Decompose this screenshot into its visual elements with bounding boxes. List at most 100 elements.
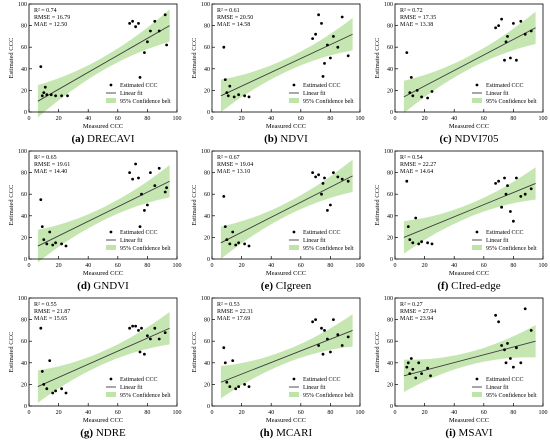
data-point xyxy=(54,389,57,393)
data-point xyxy=(45,242,49,246)
panel-caption-letter: (i) xyxy=(445,427,456,439)
stat-text: MAE = 17.69 xyxy=(217,316,250,322)
panel-caption: (a) DRECAVI xyxy=(71,133,134,145)
data-point xyxy=(409,357,413,360)
data-point xyxy=(497,320,500,324)
x-tick-label: 80 xyxy=(327,410,333,416)
x-tick-label: 80 xyxy=(510,410,516,416)
x-tick-label: 80 xyxy=(144,116,150,122)
legend-points-label: Estimated CCC xyxy=(120,83,157,89)
stat-text: RMSE = 16.79 xyxy=(34,15,70,21)
legend-line-label: Linear fit xyxy=(303,384,326,391)
x-tick-label: 40 xyxy=(268,410,274,416)
data-point xyxy=(409,76,413,79)
panel-caption: (c) NDVI705 xyxy=(440,133,499,145)
data-point xyxy=(40,225,44,229)
legend-line-label: Linear fit xyxy=(486,237,509,244)
data-point xyxy=(320,192,323,196)
data-point xyxy=(153,326,157,330)
stat-text: RMSE = 19.04 xyxy=(217,162,253,168)
legend-belt-symbol xyxy=(471,98,482,103)
data-point xyxy=(243,383,247,386)
data-point xyxy=(40,370,44,373)
data-point xyxy=(509,56,512,60)
panel-caption: (h) MCARI xyxy=(260,427,313,439)
legend-belt-symbol xyxy=(288,392,299,397)
data-point xyxy=(512,22,515,25)
data-point xyxy=(39,198,43,202)
data-point xyxy=(336,333,340,337)
data-point xyxy=(314,32,317,36)
panel-caption-name: DRECAVI xyxy=(84,133,135,145)
data-point xyxy=(497,179,500,183)
legend-belt-label: 95% Confidence belt xyxy=(120,392,171,399)
data-point xyxy=(329,350,332,354)
data-point xyxy=(64,244,68,248)
data-point xyxy=(231,230,235,234)
data-point xyxy=(228,84,232,88)
y-tick-label: 60 xyxy=(204,45,210,51)
data-point xyxy=(430,242,434,246)
data-point xyxy=(503,58,506,62)
data-point xyxy=(226,94,230,98)
data-point xyxy=(243,242,247,246)
data-point xyxy=(420,240,423,244)
data-point xyxy=(494,313,497,317)
chart-panel-msavi: 0 20 40 60 80 100 0 20 40 60 80 100 Measured CCC Esti… xyxy=(374,296,548,439)
data-point xyxy=(515,346,518,350)
data-point xyxy=(54,241,57,245)
data-point xyxy=(420,372,423,375)
data-point xyxy=(223,225,227,229)
y-tick-label: 20 xyxy=(387,382,393,388)
legend-point-symbol xyxy=(109,377,113,381)
x-axis-label: Measured CCC xyxy=(83,270,123,277)
legend-belt-symbol xyxy=(471,245,482,250)
data-point xyxy=(329,56,332,60)
panel-caption: (f) CIred-edge xyxy=(437,280,500,292)
data-point xyxy=(340,15,344,19)
legend-line-label: Linear fit xyxy=(303,90,326,97)
y-tick-label: 0 xyxy=(390,257,393,263)
data-point xyxy=(430,90,434,93)
data-point xyxy=(45,387,49,391)
data-point xyxy=(149,337,152,341)
stat-text: RMSE = 27.94 xyxy=(400,309,436,315)
x-tick-label: 0 xyxy=(28,410,31,416)
data-point xyxy=(223,78,227,81)
data-point xyxy=(225,238,229,242)
data-point xyxy=(146,334,149,338)
stat-text: MAE = 12.50 xyxy=(34,22,67,28)
data-point xyxy=(406,225,410,229)
y-tick-label: 40 xyxy=(21,214,27,220)
data-point xyxy=(346,179,350,183)
data-point xyxy=(417,361,421,365)
data-point xyxy=(332,171,335,175)
data-point xyxy=(519,195,523,198)
data-point xyxy=(237,385,241,388)
data-point xyxy=(503,176,506,180)
panel-caption: (g) NDRE xyxy=(80,427,126,439)
data-point xyxy=(228,242,232,246)
legend-belt-symbol xyxy=(105,392,116,397)
data-point xyxy=(163,190,167,194)
data-point xyxy=(163,13,167,17)
plot-frame xyxy=(394,150,544,260)
data-point xyxy=(504,361,508,365)
legend-points-label: Estimated CCC xyxy=(120,377,157,383)
x-tick-label: 20 xyxy=(56,263,62,269)
x-tick-label: 80 xyxy=(510,263,516,269)
legend-line-label: Linear fit xyxy=(120,237,143,244)
data-point xyxy=(138,350,142,354)
data-point xyxy=(406,361,410,365)
data-point xyxy=(326,337,329,341)
panel-caption-name: NDVI705 xyxy=(452,133,499,145)
legend-points-label: Estimated CCC xyxy=(486,83,523,89)
x-tick-label: 80 xyxy=(144,410,150,416)
legend-point-symbol xyxy=(292,377,296,381)
x-axis-label: Measured CCC xyxy=(83,417,123,424)
data-point xyxy=(66,94,69,98)
data-point xyxy=(64,391,68,395)
panel-caption-letter: (e) xyxy=(261,280,274,292)
